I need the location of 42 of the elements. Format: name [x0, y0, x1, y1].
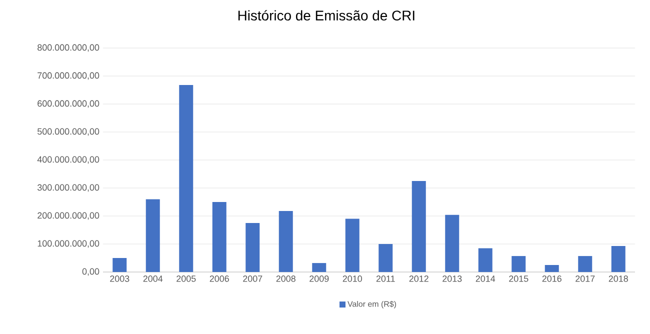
- x-tick-label: 2004: [143, 276, 163, 282]
- x-tick-label: 2016: [542, 276, 562, 282]
- x-tick-label: 2011: [376, 276, 395, 282]
- bar: [179, 84, 194, 272]
- y-tick-label: 200.000.000,00: [38, 212, 100, 220]
- x-tick-label: 2007: [243, 276, 262, 282]
- x-tick-label: 2009: [310, 276, 329, 282]
- x-tick-label: 2006: [210, 276, 229, 282]
- x-tick-label: 2014: [476, 276, 496, 282]
- x-tick-label: 2013: [442, 276, 462, 282]
- bar: [345, 218, 360, 272]
- bar: [112, 258, 127, 272]
- y-tick-label: 600.000.000,00: [38, 100, 100, 108]
- x-tick-label: 2017: [576, 276, 595, 282]
- bar: [278, 210, 293, 272]
- bar: [246, 223, 260, 272]
- bar: [212, 202, 226, 272]
- bar: [445, 214, 460, 272]
- y-tick-label: 300.000.000,00: [37, 184, 100, 192]
- bar: [412, 181, 426, 272]
- y-tick-label: 800.000.000,00: [38, 44, 100, 52]
- chart-title: Histórico de Emissão de CRI: [238, 10, 414, 21]
- y-tick-label: 700.000.000,00: [38, 72, 100, 80]
- x-tick-label: 2003: [110, 276, 130, 282]
- bar: [378, 244, 393, 272]
- bar: [478, 248, 492, 272]
- x-tick-label: 2012: [409, 276, 428, 282]
- y-tick-label: 100.000.000,00: [38, 240, 100, 248]
- y-tick-label: 400.000.000,00: [37, 156, 100, 164]
- y-tick-label: 500.000.000,00: [38, 128, 100, 136]
- bar: [146, 199, 160, 272]
- bar: [312, 263, 326, 272]
- x-tick-label: 2015: [509, 276, 528, 282]
- y-tick-label: 0,00: [82, 268, 100, 276]
- bar: [611, 246, 626, 272]
- bar: [512, 256, 526, 272]
- bar: [544, 265, 559, 272]
- x-tick-label: 2018: [608, 276, 628, 282]
- x-tick-label: 2005: [176, 276, 196, 282]
- x-tick-label: 2010: [342, 276, 362, 282]
- x-tick-label: 2008: [276, 276, 296, 282]
- bar: [578, 256, 592, 272]
